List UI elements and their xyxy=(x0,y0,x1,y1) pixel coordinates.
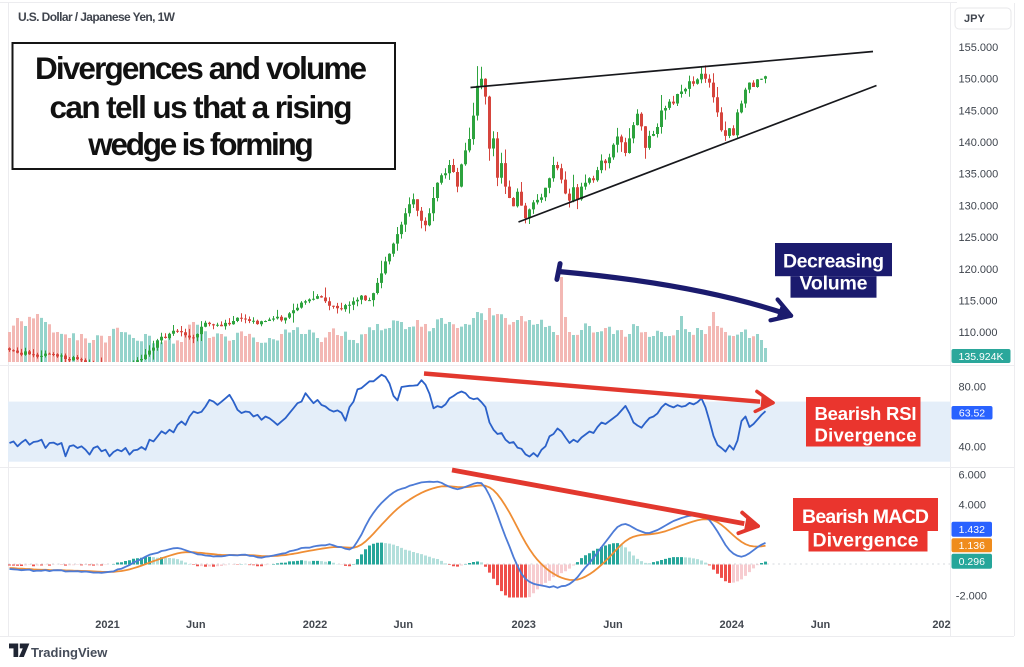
svg-text:40.00: 40.00 xyxy=(959,442,987,454)
svg-text:115.000: 115.000 xyxy=(959,296,998,308)
svg-text:-2.000: -2.000 xyxy=(956,590,987,602)
svg-text:JPY: JPY xyxy=(964,13,985,25)
svg-text:Jun: Jun xyxy=(186,619,206,631)
svg-text:6.000: 6.000 xyxy=(959,469,987,481)
svg-text:1.432: 1.432 xyxy=(959,524,985,536)
svg-text:2023: 2023 xyxy=(511,619,535,631)
svg-text:4.000: 4.000 xyxy=(959,499,987,511)
svg-text:125.000: 125.000 xyxy=(959,232,999,244)
svg-text:202: 202 xyxy=(932,619,950,631)
svg-text:Jun: Jun xyxy=(394,619,414,631)
svg-text:Divergences and volume: Divergences and volume xyxy=(35,50,367,86)
svg-text:Divergence: Divergence xyxy=(813,530,919,552)
svg-text:63.52: 63.52 xyxy=(959,408,985,420)
svg-text:110.000: 110.000 xyxy=(959,327,998,339)
svg-text:145.000: 145.000 xyxy=(959,105,999,117)
svg-text:U.S. Dollar / Japanese Yen, 1W: U.S. Dollar / Japanese Yen, 1W xyxy=(18,10,176,24)
svg-text:Bearish MACD: Bearish MACD xyxy=(802,506,929,528)
svg-text:130.000: 130.000 xyxy=(959,200,999,212)
svg-text:80.00: 80.00 xyxy=(959,382,987,394)
svg-text:Divergence: Divergence xyxy=(815,425,917,446)
svg-text:0.296: 0.296 xyxy=(959,556,985,568)
svg-text:2024: 2024 xyxy=(720,619,745,631)
svg-text:155.000: 155.000 xyxy=(959,42,999,54)
svg-text:Bearish RSI: Bearish RSI xyxy=(815,403,917,424)
svg-text:wedge is forming: wedge is forming xyxy=(87,126,314,162)
svg-text:Jun: Jun xyxy=(811,619,831,631)
svg-text:120.000: 120.000 xyxy=(959,264,999,276)
svg-text:Volume: Volume xyxy=(800,273,868,295)
svg-text:can tell us that a rising: can tell us that a rising xyxy=(50,89,353,125)
svg-text:TradingView: TradingView xyxy=(31,645,108,660)
svg-text:Jun: Jun xyxy=(603,619,623,631)
svg-text:2022: 2022 xyxy=(303,619,327,631)
svg-text:135.000: 135.000 xyxy=(959,169,999,181)
svg-text:Decreasing: Decreasing xyxy=(783,251,884,273)
svg-text:1.136: 1.136 xyxy=(959,540,985,552)
svg-text:150.000: 150.000 xyxy=(959,74,999,86)
svg-text:140.000: 140.000 xyxy=(959,137,999,149)
svg-text:2021: 2021 xyxy=(95,619,119,631)
svg-text:135.924K: 135.924K xyxy=(959,351,1004,363)
